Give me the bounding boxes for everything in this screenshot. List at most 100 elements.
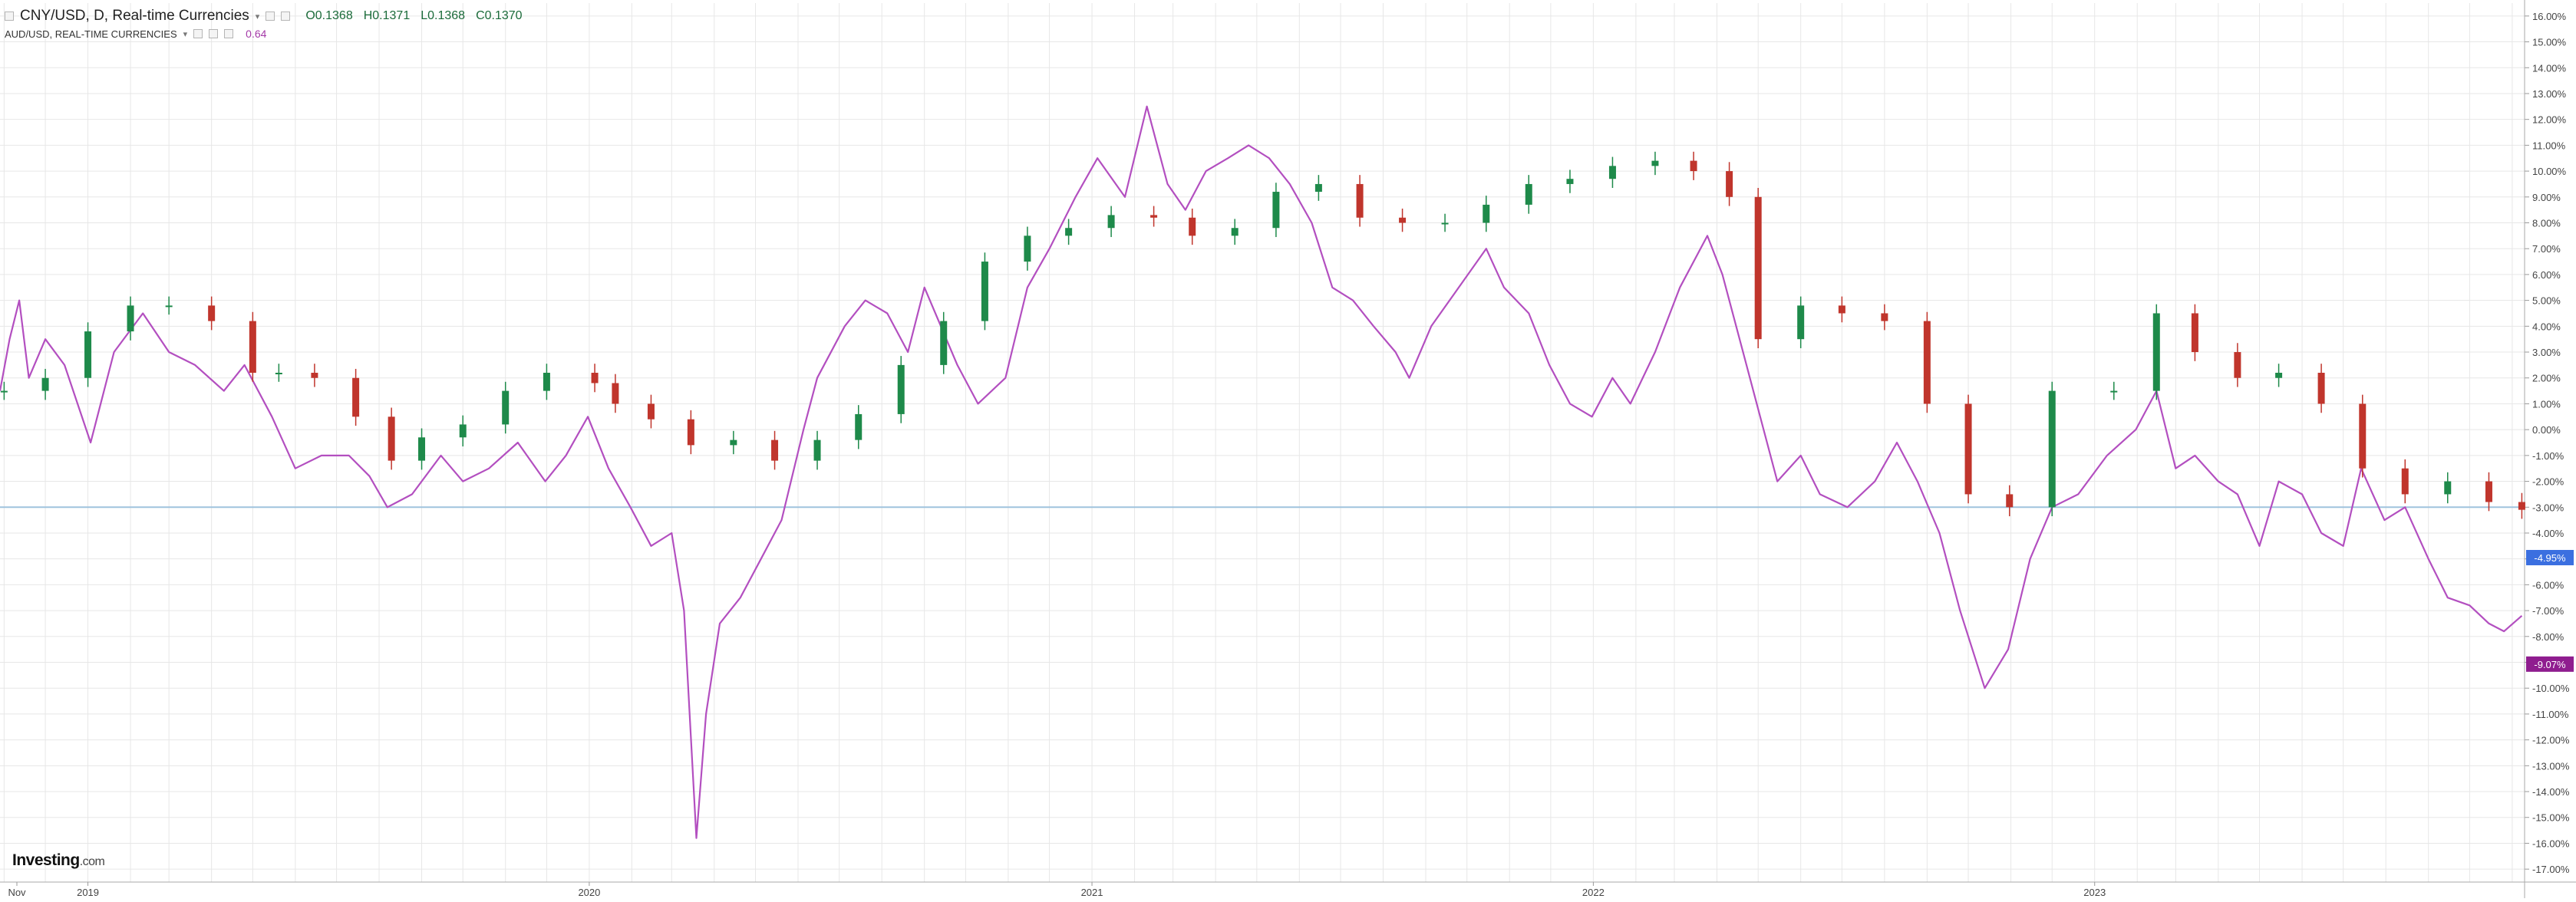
cny-candle (2359, 403, 2367, 469)
main-series-legend: CNY/USD, D, Real-time Currencies ▾ O0.13… (5, 8, 523, 25)
main-series-title[interactable]: CNY/USD, D, Real-time Currencies (20, 8, 249, 24)
cny-candle (1272, 192, 1280, 229)
ohlc-low: L0.1368 (421, 9, 466, 22)
aud-last-value-label-bg (2526, 656, 2574, 672)
y-tick-label: -2.00% (2532, 476, 2564, 488)
cny-candle (418, 437, 426, 461)
logo-suffix: .com (79, 855, 105, 868)
y-tick-label: -15.00% (2532, 812, 2570, 824)
cny-candle (208, 305, 216, 321)
cny-candle (591, 372, 599, 384)
y-tick-label: -6.00% (2532, 579, 2564, 591)
cny-candle (1356, 183, 1364, 218)
y-tick-label: 10.00% (2532, 166, 2567, 177)
y-tick-label: 3.00% (2532, 347, 2561, 358)
cny-candle (2401, 468, 2409, 495)
y-tick-label: 6.00% (2532, 269, 2561, 281)
cny-candle (502, 390, 510, 425)
y-tick-label: -12.00% (2532, 735, 2570, 746)
y-tick-label: -4.00% (2532, 528, 2564, 539)
cny-candle (1231, 228, 1239, 236)
cny-candle (1525, 183, 1532, 205)
ohlc-open: O0.1368 (305, 9, 353, 22)
compare-series-title[interactable]: AUD/USD, REAL-TIME CURRENCIES (5, 28, 177, 40)
cny-candle (771, 439, 779, 461)
y-tick-label: 16.00% (2532, 11, 2567, 22)
cny-candle (275, 372, 282, 374)
cny-last-value-label: -4.95% (2534, 552, 2566, 564)
cny-candle (1065, 228, 1073, 236)
cny-candle (1441, 222, 1449, 225)
y-tick-label: 7.00% (2532, 243, 2561, 255)
cny-candle (940, 321, 948, 365)
visibility-icon[interactable] (193, 29, 203, 38)
y-tick-label: 9.00% (2532, 192, 2561, 203)
y-tick-label: -7.00% (2532, 605, 2564, 617)
cny-candle (612, 383, 619, 404)
x-tick-label: 2021 (1081, 887, 1103, 898)
cny-last-value-label-bg (2526, 549, 2574, 565)
cny-candle (897, 364, 905, 414)
x-tick-label: Nov (8, 887, 26, 898)
logo-brand: Investing (12, 851, 80, 869)
y-tick-label: 4.00% (2532, 321, 2561, 332)
cny-candle (1150, 215, 1158, 218)
cny-candle (2518, 502, 2525, 510)
close-icon[interactable] (281, 12, 291, 21)
y-tick-label: -3.00% (2532, 502, 2564, 513)
y-tick-label: 15.00% (2532, 37, 2567, 48)
cny-candle (1399, 217, 1407, 223)
cny-candle (2152, 313, 2160, 391)
ohlc-close: C0.1370 (476, 9, 523, 22)
chevron-down-icon[interactable]: ▾ (255, 12, 260, 21)
cny-candle (2485, 481, 2492, 502)
cny-candle (1024, 235, 1031, 262)
cny-candle (84, 331, 92, 378)
cny-candle (2234, 352, 2241, 378)
y-tick-label: 8.00% (2532, 218, 2561, 229)
aud-usd-line (0, 105, 2523, 839)
cny-candle (2444, 481, 2452, 495)
x-tick-label: 2022 (1582, 887, 1605, 898)
cny-candle (165, 305, 173, 308)
cny-candle (981, 262, 988, 321)
cny-candle (730, 439, 737, 446)
cny-candle (459, 424, 467, 438)
cny-candle (2317, 372, 2325, 404)
settings-icon[interactable] (266, 12, 275, 21)
cny-candle (1797, 305, 1805, 340)
ohlc-values: O0.1368 H0.1371 L0.1368 C0.1370 (305, 9, 522, 23)
chevron-down-icon[interactable]: ▾ (183, 29, 188, 39)
y-tick-label: -8.00% (2532, 631, 2564, 643)
cny-candle (543, 372, 550, 391)
x-tick-label: 2023 (2083, 887, 2106, 898)
cny-candle (2048, 390, 2056, 508)
y-tick-label: -13.00% (2532, 760, 2570, 772)
aud-last-value-label: -9.07% (2534, 659, 2566, 670)
cny-candle (813, 439, 821, 461)
cny-candle (1314, 183, 1322, 193)
y-tick-label: -14.00% (2532, 786, 2570, 798)
y-tick-label: 12.00% (2532, 114, 2567, 126)
y-tick-label: -1.00% (2532, 450, 2564, 462)
cny-candle (2006, 494, 2014, 508)
y-tick-label: -17.00% (2532, 864, 2570, 875)
investing-logo: Investing.com (12, 851, 105, 870)
y-tick-label: -10.00% (2532, 683, 2570, 694)
y-tick-label: -16.00% (2532, 838, 2570, 849)
cny-candle (647, 403, 655, 420)
cny-candle (0, 390, 8, 393)
cny-candle (1964, 403, 1972, 495)
cny-candle (41, 377, 49, 391)
cny-candle (311, 372, 318, 378)
cny-candle (2275, 372, 2283, 378)
collapse-legend-button[interactable] (5, 12, 14, 21)
cny-candle (1923, 321, 1931, 404)
settings-icon[interactable] (209, 29, 219, 38)
ohlc-high: H0.1371 (363, 9, 411, 22)
close-icon[interactable] (224, 29, 234, 38)
cny-candle (855, 413, 863, 440)
cny-candle (352, 377, 360, 417)
cny-candle (1754, 196, 1762, 340)
